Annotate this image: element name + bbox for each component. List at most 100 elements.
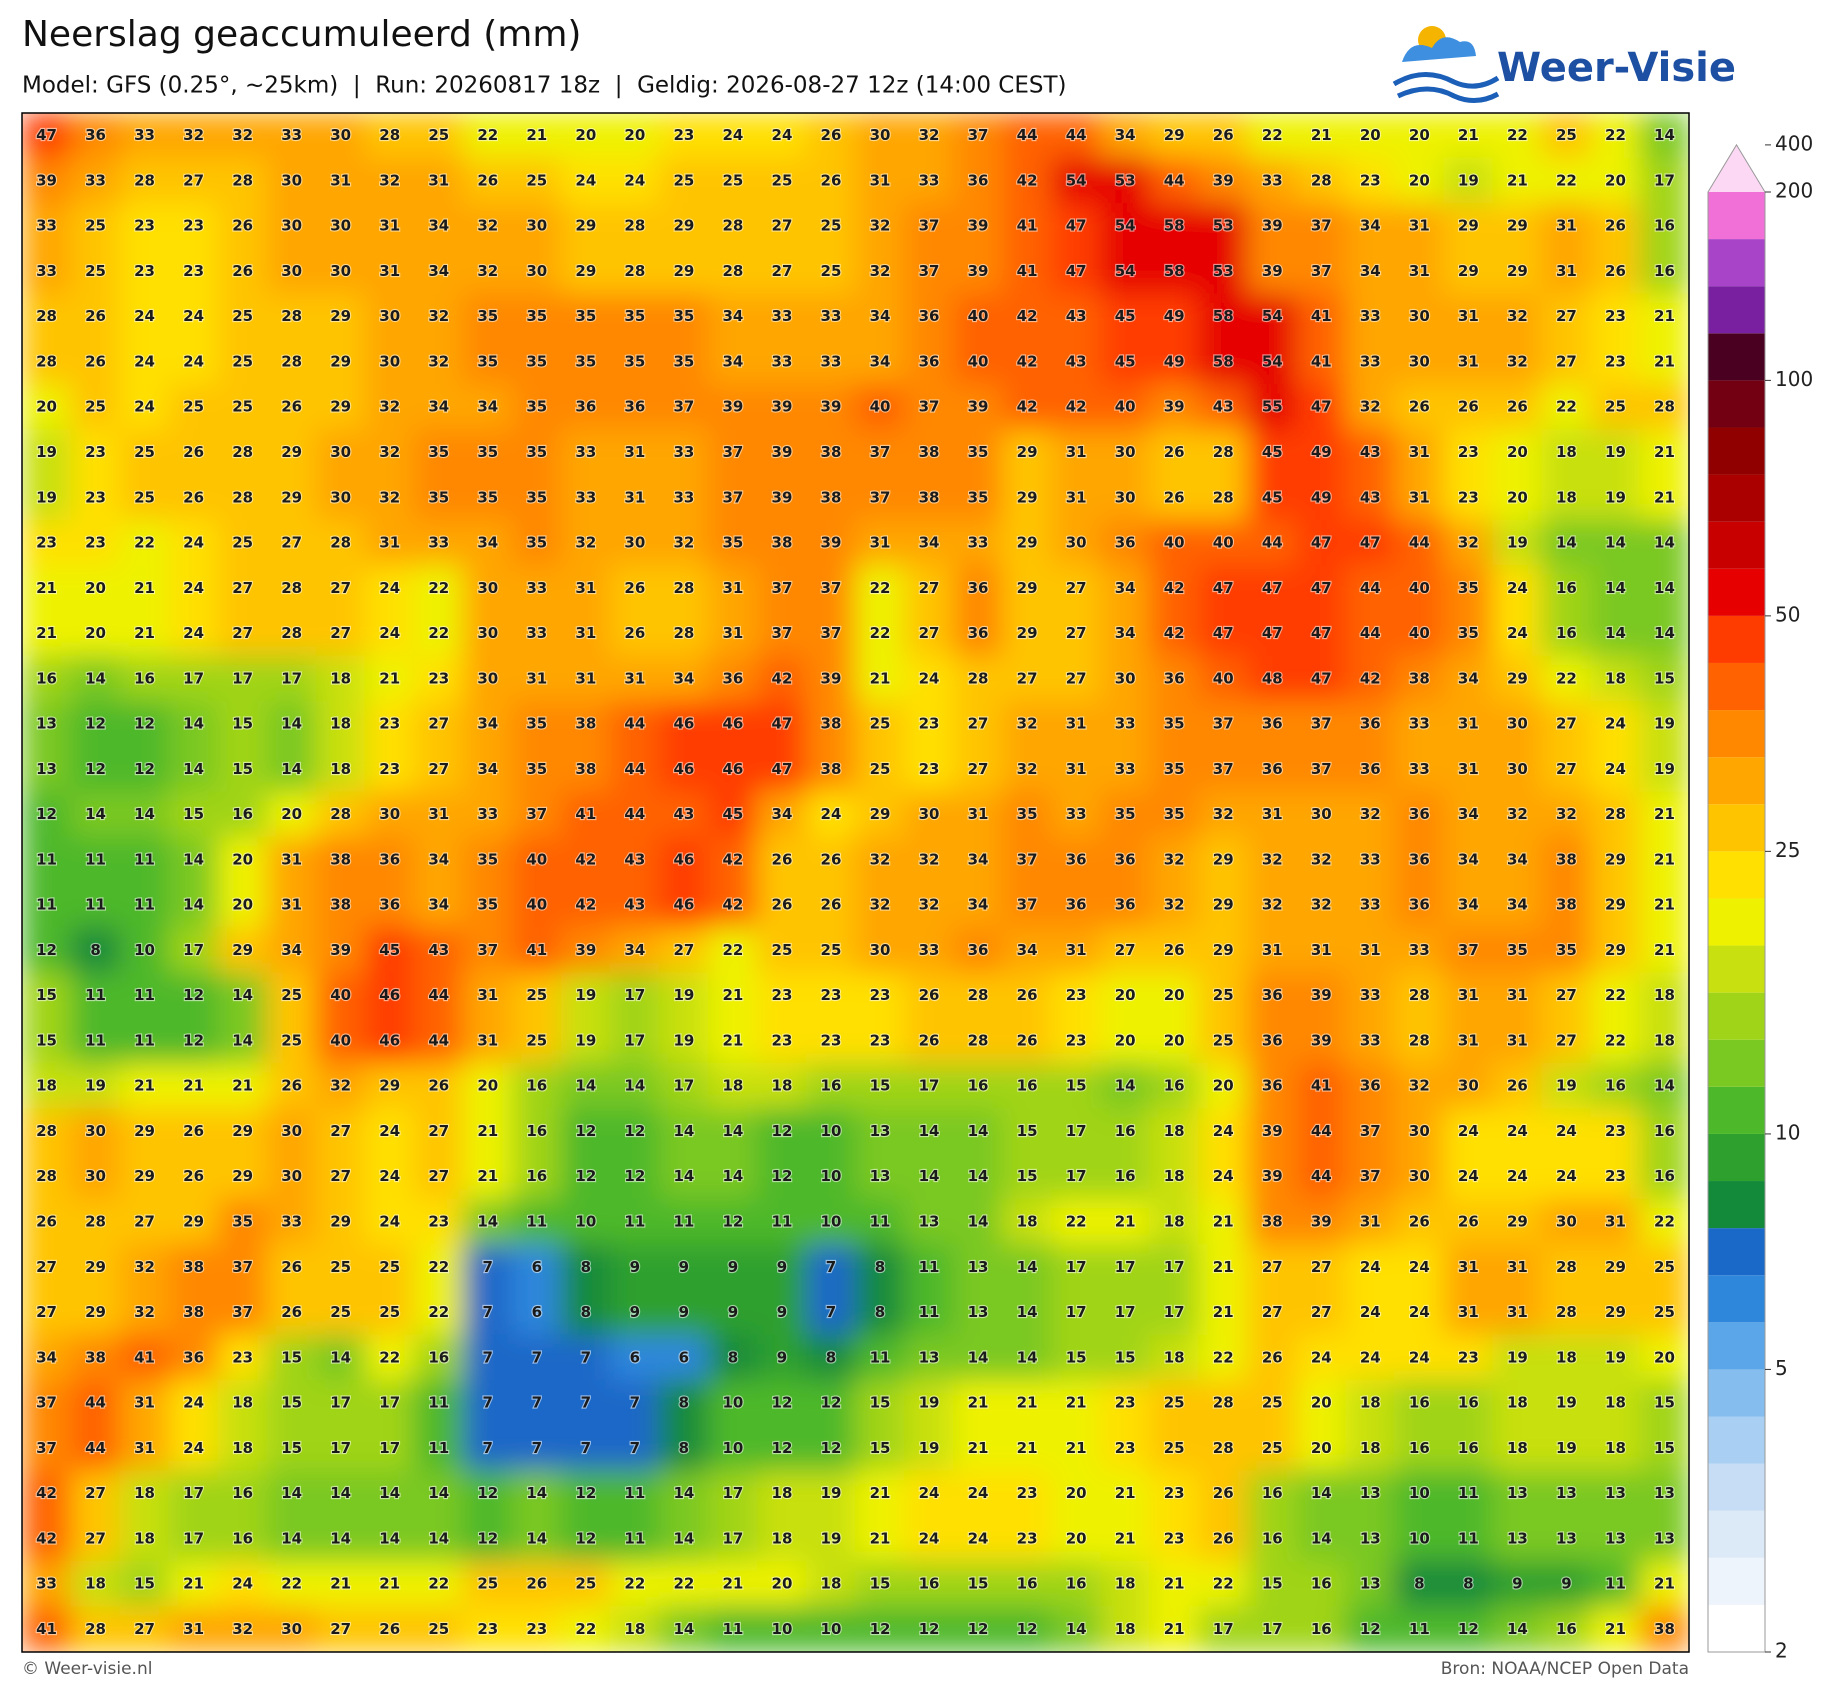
precip-cell — [707, 791, 758, 838]
precip-cell — [953, 1017, 1004, 1065]
precip-value: 29 — [1458, 262, 1479, 280]
precip-value: 26 — [1458, 398, 1479, 416]
precip-cell — [855, 429, 906, 476]
precip-cell — [1443, 474, 1494, 521]
precip-cell — [707, 836, 758, 883]
precip-value: 21 — [134, 624, 155, 642]
colorbar-extension — [1708, 144, 1765, 192]
precip-cell — [1051, 882, 1102, 929]
precip-cell — [413, 203, 464, 250]
precip-value: 40 — [968, 352, 989, 370]
precip-value: 47 — [36, 126, 57, 144]
precip-cell — [1443, 610, 1494, 657]
precip-value: 47 — [1311, 398, 1332, 416]
precip-cell — [953, 746, 1004, 793]
precip-cell — [953, 610, 1004, 657]
precip-cell — [855, 248, 906, 295]
precip-value: 9 — [630, 1258, 640, 1276]
precip-value: 40 — [1409, 624, 1430, 642]
precip-value: 8 — [679, 1439, 689, 1457]
precip-cell — [266, 157, 317, 205]
precip-cell — [805, 791, 856, 838]
precip-cell — [1443, 882, 1494, 929]
precip-value: 18 — [1360, 1394, 1381, 1412]
precip-value: 26 — [1164, 941, 1185, 959]
precip-cell — [1492, 338, 1543, 386]
precip-cell — [1394, 293, 1445, 340]
precip-value: 22 — [1066, 1212, 1087, 1230]
precip-cell — [413, 384, 464, 431]
precip-cell — [1051, 338, 1102, 386]
precip-value: 11 — [673, 1212, 694, 1230]
precip-value: 24 — [183, 579, 204, 597]
precip-value: 24 — [1507, 1167, 1528, 1185]
precip-cell — [266, 293, 317, 340]
precip-value: 8 — [581, 1258, 591, 1276]
precip-value: 35 — [1507, 941, 1528, 959]
precip-value: 31 — [1458, 986, 1479, 1004]
precip-value: 30 — [379, 805, 400, 823]
precip-value: 31 — [1605, 1212, 1626, 1230]
precip-value: 22 — [1213, 1348, 1234, 1366]
precip-value: 8 — [90, 941, 100, 959]
precip-value: 29 — [1017, 443, 1038, 461]
precip-value: 9 — [630, 1303, 640, 1321]
precip-value: 15 — [1017, 1122, 1038, 1140]
precip-value: 34 — [36, 1348, 57, 1366]
precip-cell — [1443, 836, 1494, 883]
precip-cell — [462, 429, 513, 476]
precip-value: 44 — [1360, 624, 1381, 642]
precip-value: 39 — [968, 217, 989, 235]
precip-cell — [560, 791, 611, 838]
precip-cell — [168, 700, 219, 748]
precip-cell — [462, 1063, 513, 1110]
precip-cell — [1296, 927, 1347, 974]
precip-value: 36 — [575, 398, 596, 416]
precip-cell — [1590, 293, 1641, 340]
precip-cell — [1247, 1017, 1298, 1065]
precip-value: 26 — [1213, 126, 1234, 144]
precip-cell — [1639, 519, 1689, 567]
precip-value: 35 — [526, 715, 547, 733]
precip-cell — [1345, 203, 1396, 250]
precip-value: 47 — [772, 715, 793, 733]
precip-value: 28 — [36, 307, 57, 325]
precip-value: 25 — [232, 307, 253, 325]
precip-value: 26 — [821, 850, 842, 868]
precip-value: 14 — [85, 805, 106, 823]
precip-cell — [805, 248, 856, 295]
precip-value: 32 — [1262, 850, 1283, 868]
precip-value: 19 — [919, 1439, 940, 1457]
precip-cell — [707, 610, 758, 657]
precip-value: 35 — [477, 443, 498, 461]
precip-cell — [855, 882, 906, 929]
precip-value: 29 — [575, 217, 596, 235]
logo-text: Weer-Visie — [1497, 45, 1736, 91]
precip-value: 11 — [428, 1394, 449, 1412]
precip-value: 24 — [1556, 1167, 1577, 1185]
precip-value: 33 — [575, 488, 596, 506]
precip-value: 36 — [1360, 760, 1381, 778]
colorbar-tick-label: 200 — [1775, 179, 1813, 203]
precip-value: 30 — [281, 262, 302, 280]
precip-value: 34 — [1458, 805, 1479, 823]
precip-value: 27 — [232, 579, 253, 597]
precip-value: 24 — [183, 352, 204, 370]
precip-cell — [119, 1108, 170, 1155]
precip-cell — [1590, 429, 1641, 476]
precip-value: 34 — [428, 850, 449, 868]
precip-value: 31 — [477, 1031, 498, 1049]
precip-cell — [1443, 157, 1494, 205]
precip-value: 43 — [1066, 352, 1087, 370]
precip-value: 7 — [483, 1394, 493, 1412]
precip-value: 18 — [1115, 1620, 1136, 1638]
precip-cell — [1639, 565, 1689, 612]
precip-value: 30 — [1409, 1167, 1430, 1185]
precip-value: 39 — [821, 534, 842, 552]
precip-value: 26 — [183, 488, 204, 506]
precip-cell — [560, 519, 611, 567]
precip-cell — [266, 610, 317, 657]
precip-cell — [658, 338, 709, 386]
precip-value: 47 — [1213, 624, 1234, 642]
precip-value: 31 — [1311, 941, 1332, 959]
